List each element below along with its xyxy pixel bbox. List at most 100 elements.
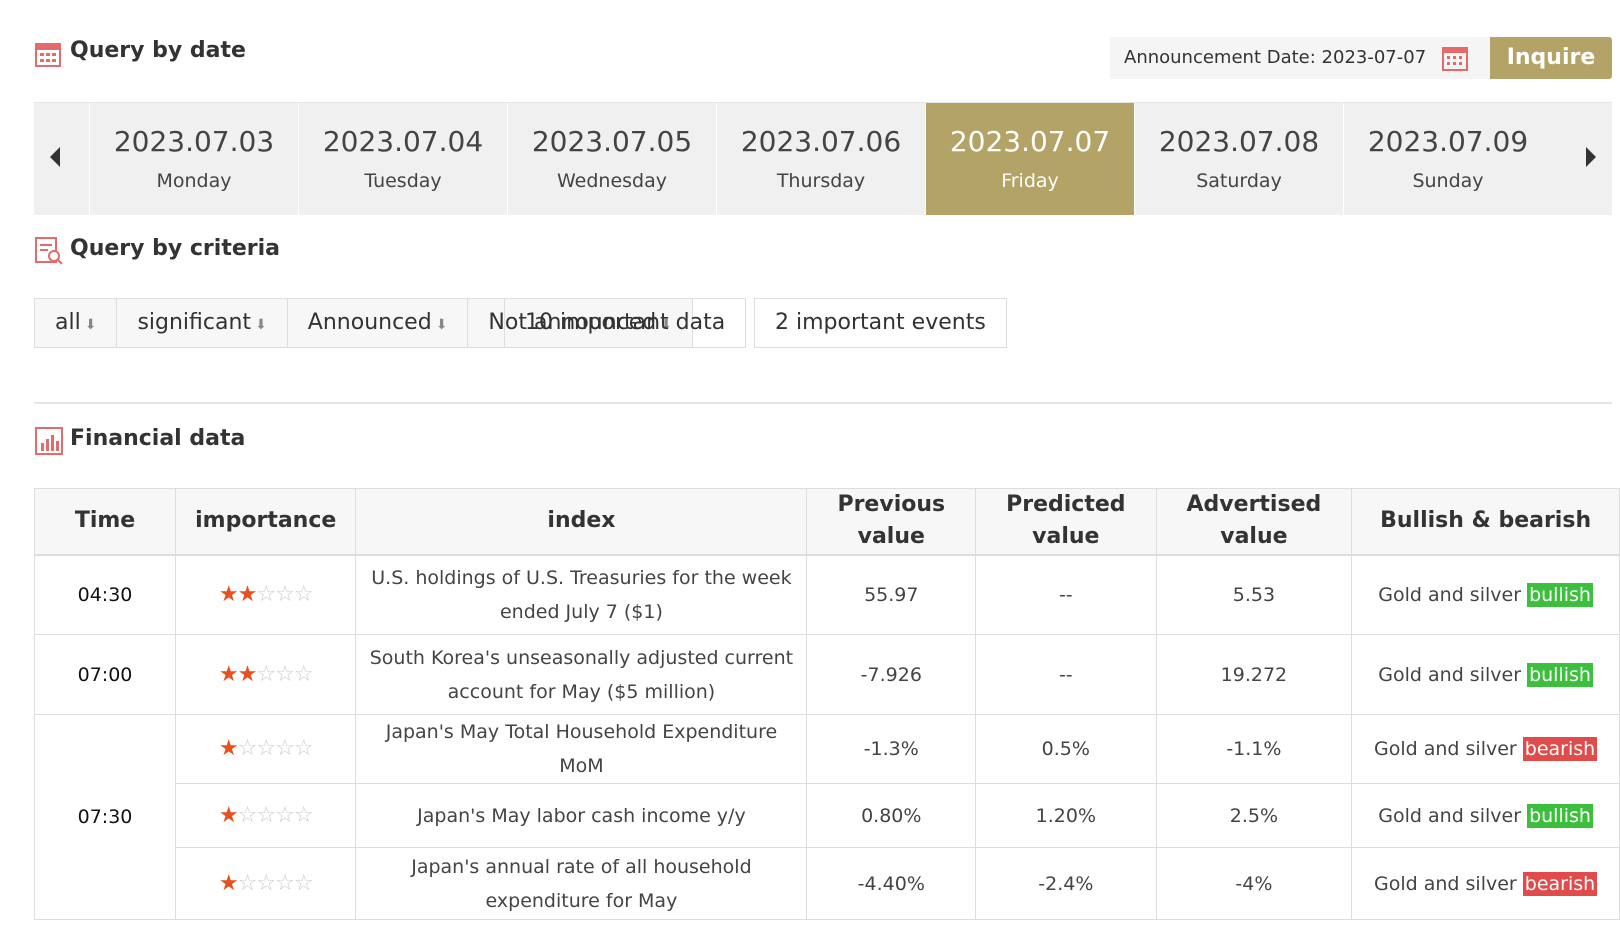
importance: ★☆☆☆☆ xyxy=(175,783,357,848)
date-tab[interactable]: 2023.07.09 Sunday xyxy=(1343,103,1552,215)
date-value: 2023-07-07 xyxy=(1321,47,1427,68)
star-filled: ★ xyxy=(237,661,258,687)
star-empty: ☆ xyxy=(256,736,276,761)
column-header: index xyxy=(355,488,808,556)
predicted-value: 1.20% xyxy=(975,783,1157,848)
advertised-value: 2.5% xyxy=(1155,783,1353,848)
weekday: Sunday xyxy=(1412,170,1484,192)
section-title: Query by criteria xyxy=(70,236,280,261)
filter-arrow: ⬇ xyxy=(435,317,448,333)
date: 2023.07.08 xyxy=(1158,125,1320,158)
filter-group: all ⬇ significant ⬇ Announced ⬇ Not announced ⬇ xyxy=(34,298,694,348)
divider xyxy=(34,402,1612,404)
criteria-icon xyxy=(35,237,63,265)
filter-arrow: ⬇ xyxy=(255,317,267,333)
weekday: Wednesday xyxy=(556,170,667,192)
star-filled: ★ xyxy=(218,661,239,687)
date-tab[interactable]: 2023.07.05 Wednesday xyxy=(507,103,716,215)
advertised-value: -4% xyxy=(1155,847,1353,920)
date-tab[interactable]: 2023.07.04 Tuesday xyxy=(298,103,507,215)
importance: ★★☆☆☆ xyxy=(175,634,357,715)
chart-icon xyxy=(35,427,63,455)
weekday: Tuesday xyxy=(364,170,442,192)
index: Japan's May labor cash income y/y xyxy=(355,783,808,848)
filter[interactable]: Announced ⬇ xyxy=(288,299,469,347)
signal-tag: bullish xyxy=(1527,803,1593,828)
previous-value: -4.40% xyxy=(806,847,977,920)
section-title: Query by date xyxy=(70,38,246,63)
star-empty: ☆ xyxy=(293,870,314,896)
next-arrow[interactable] xyxy=(1584,145,1598,169)
date-field[interactable]: Announcement Date: 2023-07-07 xyxy=(1110,37,1490,79)
importance: ★☆☆☆☆ xyxy=(175,847,357,920)
column-header: importance xyxy=(175,488,357,556)
star-filled: ★ xyxy=(218,581,239,607)
signal-tag: bearish xyxy=(1522,871,1598,896)
star-filled: ★ xyxy=(218,802,239,828)
filter-label: significant xyxy=(137,310,252,335)
star-empty: ☆ xyxy=(275,802,295,828)
signal-tag: bullish xyxy=(1527,662,1593,687)
filter[interactable]: Not announced ⬇ xyxy=(468,299,692,347)
index: Japan's annual rate of all household exp… xyxy=(355,847,808,920)
financial-table: Time importance index Previous value Predict… xyxy=(33,488,1620,920)
weekday: Monday xyxy=(156,170,232,192)
predicted-value: 0.5% xyxy=(975,714,1157,784)
star-empty: ☆ xyxy=(237,736,258,761)
column-header: Previous value xyxy=(806,488,977,556)
previous-value: 55.97 xyxy=(806,554,977,635)
calendar-picker-icon[interactable] xyxy=(1442,45,1468,71)
filter[interactable]: significant ⬇ xyxy=(117,299,288,347)
date: 2023.07.07 xyxy=(949,125,1111,158)
date: 2023.07.05 xyxy=(531,125,693,158)
star-empty: ☆ xyxy=(256,802,276,828)
star-empty: ☆ xyxy=(237,802,258,828)
date: 2023.07.06 xyxy=(740,125,902,158)
table-row: 04:30 ★★☆☆☆ U.S. holdings of U.S. Treasuri… xyxy=(33,554,1620,635)
advertised-value: -1.1% xyxy=(1155,714,1353,784)
star-filled: ★ xyxy=(218,736,239,761)
importance: ★★☆☆☆ xyxy=(175,554,357,635)
date-label: Announcement Date: xyxy=(1124,47,1316,68)
previous-value: 0.80% xyxy=(806,783,977,848)
signal: Gold and silver bullish xyxy=(1351,554,1620,635)
filter[interactable]: all ⬇ xyxy=(35,299,118,347)
star-empty: ☆ xyxy=(293,661,314,687)
weekday: Friday xyxy=(1001,170,1059,192)
date-strip: 2023.07.03 Monday 2023.07.04 Tuesday 2023.07… xyxy=(34,102,1612,215)
table-row: 07:30 ★☆☆☆☆ Japan's May Total Household Ex… xyxy=(33,714,1620,920)
prev-arrow[interactable] xyxy=(48,145,62,169)
inquire-button[interactable]: Inquire xyxy=(1490,37,1612,79)
star-empty: ☆ xyxy=(293,736,314,761)
star-empty: ☆ xyxy=(275,581,295,607)
filter-arrow: ⬇ xyxy=(84,317,97,333)
date-tab[interactable]: 2023.07.07 Friday xyxy=(925,103,1134,215)
signal: Gold and silver bullish xyxy=(1351,783,1620,848)
predicted-value: -- xyxy=(975,634,1157,715)
filter-label: Not announced xyxy=(488,310,657,335)
time: 07:30 xyxy=(33,714,177,920)
signal-text: Gold and silver xyxy=(1374,872,1517,895)
star-empty: ☆ xyxy=(256,870,276,896)
advertised-value: 5.53 xyxy=(1155,554,1353,635)
time: 07:00 xyxy=(33,634,177,715)
filter-label: Announced xyxy=(307,310,432,335)
important-events-box[interactable]: 2 important events xyxy=(754,298,1007,348)
column-header: Predicted value xyxy=(975,488,1157,556)
important-data-box[interactable]: 10 important data xyxy=(504,298,747,348)
date-tab[interactable]: 2023.07.06 Thursday xyxy=(716,103,925,215)
weekday: Saturday xyxy=(1196,170,1282,192)
column-header: Time xyxy=(33,488,177,556)
signal-text: Gold and silver xyxy=(1378,804,1522,827)
signal: Gold and silver bullish xyxy=(1351,634,1620,715)
table-row: ★☆☆☆☆ Japan's May labor cash income y/y 0.… xyxy=(35,783,1620,848)
index: U.S. holdings of U.S. Treasuries for the… xyxy=(355,554,808,635)
previous-value: -7.926 xyxy=(806,634,977,715)
star-empty: ☆ xyxy=(275,870,295,896)
date-tab[interactable]: 2023.07.08 Saturday xyxy=(1134,103,1343,215)
signal-text: Gold and silver xyxy=(1374,738,1517,760)
table-row: 07:00 ★★☆☆☆ South Korea's unseasonally adj… xyxy=(33,634,1620,715)
signal-tag: bearish xyxy=(1522,737,1598,761)
date-tab[interactable]: 2023.07.03 Monday xyxy=(89,103,298,215)
